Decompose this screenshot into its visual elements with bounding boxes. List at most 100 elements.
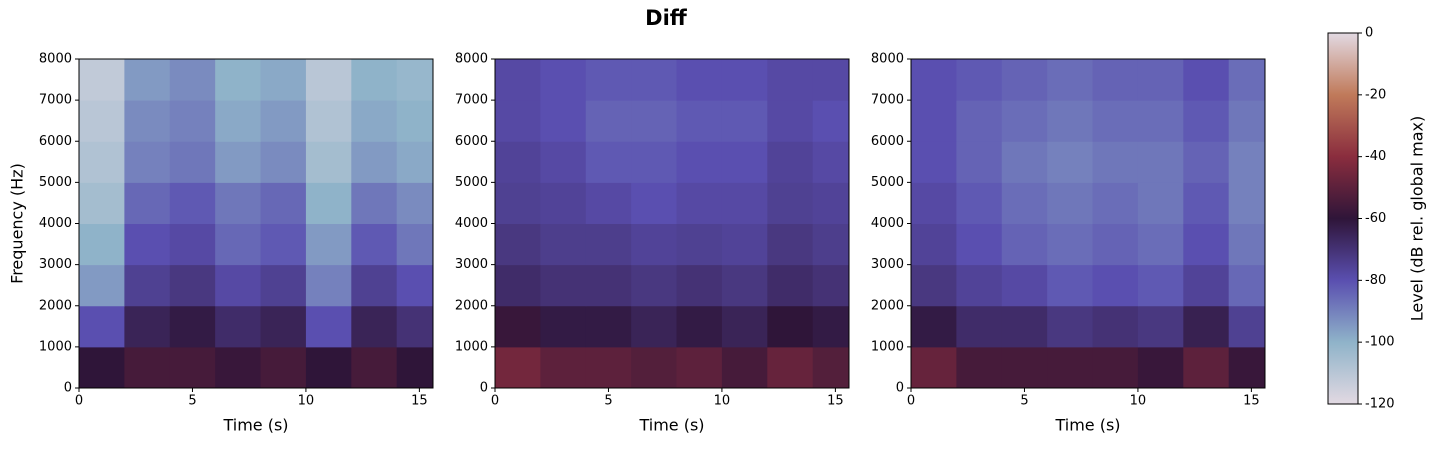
heatmap-cell bbox=[631, 182, 678, 224]
heatmap-cell bbox=[215, 182, 262, 224]
y-tick-label: 3000 bbox=[455, 257, 488, 272]
heatmap-cell bbox=[585, 223, 632, 266]
heatmap-cell bbox=[495, 59, 541, 101]
heatmap-cell bbox=[1228, 305, 1266, 348]
y-tick-label: 8000 bbox=[39, 52, 72, 67]
x-tick-label: 0 bbox=[491, 394, 499, 409]
heatmap-cell bbox=[721, 100, 768, 142]
heatmap-cell bbox=[1137, 141, 1184, 183]
heatmap-cell bbox=[721, 182, 768, 224]
heatmap-cell bbox=[631, 100, 678, 142]
heatmap-cell bbox=[1001, 141, 1048, 183]
heatmap-cell bbox=[495, 264, 541, 307]
x-axis-label: Time (s) bbox=[638, 416, 704, 435]
heatmap-cell bbox=[169, 223, 216, 266]
heatmap-cell bbox=[911, 346, 957, 389]
heatmap-cell bbox=[956, 141, 1003, 183]
y-tick-label: 7000 bbox=[39, 93, 72, 108]
heatmap-cell bbox=[956, 346, 1003, 389]
heatmap-cell bbox=[215, 305, 262, 348]
heatmap-cell bbox=[631, 346, 678, 389]
heatmap-cell bbox=[351, 182, 398, 224]
heatmap-cell bbox=[1001, 59, 1048, 101]
heatmap-cell bbox=[215, 264, 262, 307]
x-tick-label: 15 bbox=[827, 394, 844, 409]
heatmap-cell bbox=[631, 223, 678, 266]
heatmap-cell bbox=[260, 223, 307, 266]
x-tick-label: 15 bbox=[1243, 394, 1260, 409]
heatmap-cell bbox=[1137, 182, 1184, 224]
y-tick-label: 0 bbox=[64, 381, 72, 396]
heatmap-cell bbox=[396, 59, 434, 101]
heatmap-cell bbox=[1001, 182, 1048, 224]
y-tick-label: 7000 bbox=[871, 93, 904, 108]
heatmap-cell bbox=[676, 59, 723, 101]
heatmap-cell bbox=[169, 264, 216, 307]
x-tick-label: 5 bbox=[604, 394, 612, 409]
heatmap-cell bbox=[169, 59, 216, 101]
y-tick-label: 4000 bbox=[39, 216, 72, 231]
y-tick-label: 0 bbox=[896, 381, 904, 396]
heatmap-cell bbox=[812, 100, 850, 142]
heatmap-cell bbox=[956, 264, 1003, 307]
heatmap-cell bbox=[676, 141, 723, 183]
y-tick-label: 2000 bbox=[455, 298, 488, 313]
heatmap-cell bbox=[169, 100, 216, 142]
heatmap-cell bbox=[1183, 305, 1230, 348]
heatmap-cell bbox=[721, 59, 768, 101]
heatmap-cell bbox=[1137, 264, 1184, 307]
y-tick-label: 4000 bbox=[871, 216, 904, 231]
y-tick-label: 5000 bbox=[39, 175, 72, 190]
heatmap-cell bbox=[1047, 223, 1094, 266]
heatmap-cell bbox=[351, 141, 398, 183]
heatmap-cell bbox=[812, 182, 850, 224]
heatmap-cell bbox=[812, 223, 850, 266]
heatmap-cell bbox=[124, 223, 171, 266]
heatmap-cell bbox=[1001, 305, 1048, 348]
y-tick-label: 8000 bbox=[455, 52, 488, 67]
x-tick-label: 0 bbox=[75, 394, 83, 409]
heatmap-cell bbox=[124, 182, 171, 224]
heatmap-cell bbox=[540, 305, 587, 348]
heatmap-cell bbox=[1092, 264, 1139, 307]
heatmap-cell bbox=[305, 223, 352, 266]
heatmap-cell bbox=[260, 141, 307, 183]
heatmap-cell bbox=[956, 305, 1003, 348]
heatmap-cell bbox=[305, 182, 352, 224]
heatmap-cell bbox=[1183, 141, 1230, 183]
y-tick-label: 3000 bbox=[871, 257, 904, 272]
heatmap-cell bbox=[1092, 182, 1139, 224]
heatmap-cell bbox=[911, 223, 957, 266]
heatmap-cell bbox=[585, 100, 632, 142]
heatmap-cell bbox=[1092, 305, 1139, 348]
x-tick-label: 0 bbox=[907, 394, 915, 409]
heatmap-cell bbox=[1047, 346, 1094, 389]
heatmap-cell bbox=[1001, 100, 1048, 142]
heatmap-cell bbox=[1092, 141, 1139, 183]
heatmap-cell bbox=[1183, 59, 1230, 101]
heatmap-cell bbox=[260, 100, 307, 142]
heatmap-cell bbox=[631, 59, 678, 101]
heatmap-cell bbox=[305, 305, 352, 348]
x-tick-label: 10 bbox=[714, 394, 731, 409]
heatmap-cell bbox=[124, 100, 171, 142]
heatmap-cell bbox=[124, 264, 171, 307]
heatmap-cell bbox=[812, 264, 850, 307]
heatmap-cell bbox=[540, 182, 587, 224]
heatmap-cell bbox=[812, 346, 850, 389]
heatmap-cell bbox=[812, 141, 850, 183]
heatmap-cell bbox=[351, 305, 398, 348]
heatmap-cell bbox=[351, 346, 398, 389]
colorbar-tick-label: -40 bbox=[1365, 149, 1386, 164]
heatmap-cell bbox=[540, 59, 587, 101]
heatmap-cell bbox=[1183, 100, 1230, 142]
heatmap-cell bbox=[1001, 223, 1048, 266]
y-tick-label: 6000 bbox=[39, 134, 72, 149]
colorbar-tick-label: -120 bbox=[1365, 397, 1395, 412]
heatmap-cell bbox=[1183, 182, 1230, 224]
heatmap-cell bbox=[956, 182, 1003, 224]
heatmap-cell bbox=[1228, 264, 1266, 307]
heatmap-cell bbox=[585, 59, 632, 101]
heatmap-cell bbox=[585, 141, 632, 183]
